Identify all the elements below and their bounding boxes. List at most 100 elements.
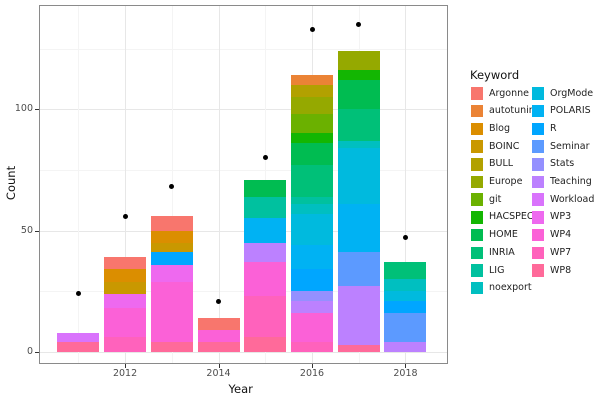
- legend-label: Blog: [489, 122, 510, 134]
- bar-segment-WP8: [57, 342, 100, 352]
- bar-segment-WP4: [291, 313, 333, 343]
- gridline-major-x: [125, 5, 127, 364]
- bar-segment-POLARIS: [337, 203, 380, 253]
- legend-label: Teaching: [550, 176, 592, 187]
- data-point-2015: [262, 155, 268, 161]
- legend-item-Stats: Stats: [531, 158, 575, 171]
- legend-item-WP4: WP4: [531, 228, 572, 242]
- legend-label: noexport: [489, 282, 532, 294]
- legend-label: Workload: [550, 193, 595, 205]
- bar-segment-WP7: [104, 337, 147, 352]
- legend-item-HOME: HOME: [470, 228, 518, 242]
- legend-label: WP3: [550, 211, 572, 223]
- gridline-minor-x: [78, 5, 80, 364]
- legend-label: Seminar: [550, 140, 590, 152]
- legend-key-swatch: [470, 104, 483, 118]
- legend-key-swatch: [531, 158, 544, 171]
- legend-key-swatch: [470, 228, 483, 242]
- bar-segment-BULL: [291, 84, 333, 98]
- x-tick-label: 2012: [112, 367, 138, 379]
- bar-segment-Stats: [291, 291, 333, 301]
- legend-label: OrgMode: [550, 87, 594, 99]
- legend-item-INRIA: INRIA: [470, 246, 515, 260]
- bar-2012: [104, 257, 147, 352]
- bar-segment-WP8: [150, 342, 193, 352]
- legend-label: BULL: [489, 158, 514, 170]
- bar-segment-HOME: [244, 179, 287, 197]
- bar-segment-HOME: [291, 143, 333, 165]
- bar-segment-WP7: [291, 342, 333, 352]
- data-point-2017: [356, 21, 362, 27]
- bar-2018: [384, 262, 427, 352]
- gridline-major-x: [218, 5, 220, 364]
- legend-label: Europe: [489, 176, 523, 187]
- legend-item-HACSPECIS: HACSPECIS: [470, 211, 543, 224]
- bar-2014: [197, 318, 240, 352]
- legend-key-swatch: [531, 211, 544, 224]
- bar-segment-HACSPECIS: [291, 133, 333, 144]
- data-point-2011: [75, 291, 81, 297]
- y-tick-mark: [35, 352, 39, 353]
- legend-key-swatch: [531, 87, 544, 100]
- bar-segment-OrgMode: [384, 291, 427, 301]
- legend-label: Argonne: [489, 87, 529, 99]
- gridline-minor-x: [171, 5, 173, 364]
- legend-title: Keyword: [470, 68, 520, 82]
- bar-segment-WP4: [197, 330, 240, 343]
- legend-item-BOINC: BOINC: [470, 140, 520, 153]
- legend-key-swatch: [470, 264, 483, 277]
- bar-segment-Europe: [337, 50, 380, 71]
- y-tick-label: 0: [26, 346, 33, 357]
- legend-label: Stats: [550, 158, 575, 170]
- legend-item-BULL: BULL: [470, 158, 514, 171]
- bar-segment-R: [384, 300, 427, 314]
- legend-label: BOINC: [489, 140, 520, 152]
- gridline-major-y: [39, 109, 448, 111]
- legend-label: git: [489, 193, 502, 205]
- data-point-2012: [122, 213, 128, 219]
- bar-segment-BOINC: [104, 281, 147, 294]
- legend-key-swatch: [470, 140, 483, 153]
- x-tick-label: 2016: [299, 367, 325, 379]
- data-point-2016: [309, 26, 315, 32]
- bar-segment-Teaching: [244, 242, 287, 263]
- legend-label: LIG: [489, 264, 505, 276]
- y-tick-mark: [35, 109, 39, 111]
- bar-segment-Workload: [57, 332, 100, 343]
- legend-label: WP4: [550, 229, 572, 241]
- bar-segment-WP8: [197, 342, 240, 352]
- bar-segment-POLARIS: [291, 245, 333, 270]
- y-tick-label: 50: [20, 224, 33, 236]
- legend-item-OrgMode: OrgMode: [531, 87, 594, 100]
- gridline-minor-y: [39, 169, 448, 171]
- bar-segment-WP4: [244, 262, 287, 297]
- bar-2011: [57, 332, 100, 352]
- legend-key-swatch: [470, 175, 483, 189]
- bar-segment-BOINC: [150, 242, 193, 253]
- legend-item-Argonne: Argonne: [470, 87, 529, 100]
- legend-key-swatch: [531, 175, 544, 189]
- legend-item-WP3: WP3: [531, 211, 572, 224]
- bar-segment-WP8: [244, 337, 287, 352]
- bar-segment-WP4: [104, 308, 147, 338]
- bar-segment-POLARIS: [244, 218, 287, 243]
- bar-segment-LIG: [291, 196, 333, 204]
- legend-label: HOME: [489, 229, 518, 241]
- legend-label: autotuning: [489, 105, 541, 117]
- legend-item-autotuning: autotuning: [470, 104, 541, 118]
- legend-item-POLARIS: POLARIS: [531, 104, 591, 118]
- legend-key-swatch: [470, 193, 483, 206]
- x-tick-mark: [312, 363, 313, 368]
- bar-segment-Seminar: [384, 313, 427, 343]
- gridline-minor-y: [39, 291, 448, 293]
- legend-item-Blog: Blog: [470, 122, 510, 136]
- legend-key-swatch: [531, 228, 544, 242]
- legend-key-swatch: [531, 104, 544, 118]
- bar-segment-OrgMode: [291, 213, 333, 246]
- bar-segment-noexport: [291, 203, 333, 214]
- bar-segment-git: [291, 114, 333, 134]
- legend-key-swatch: [531, 246, 544, 260]
- legend-label: HACSPECIS: [489, 211, 543, 223]
- gridline-major-y: [39, 352, 448, 353]
